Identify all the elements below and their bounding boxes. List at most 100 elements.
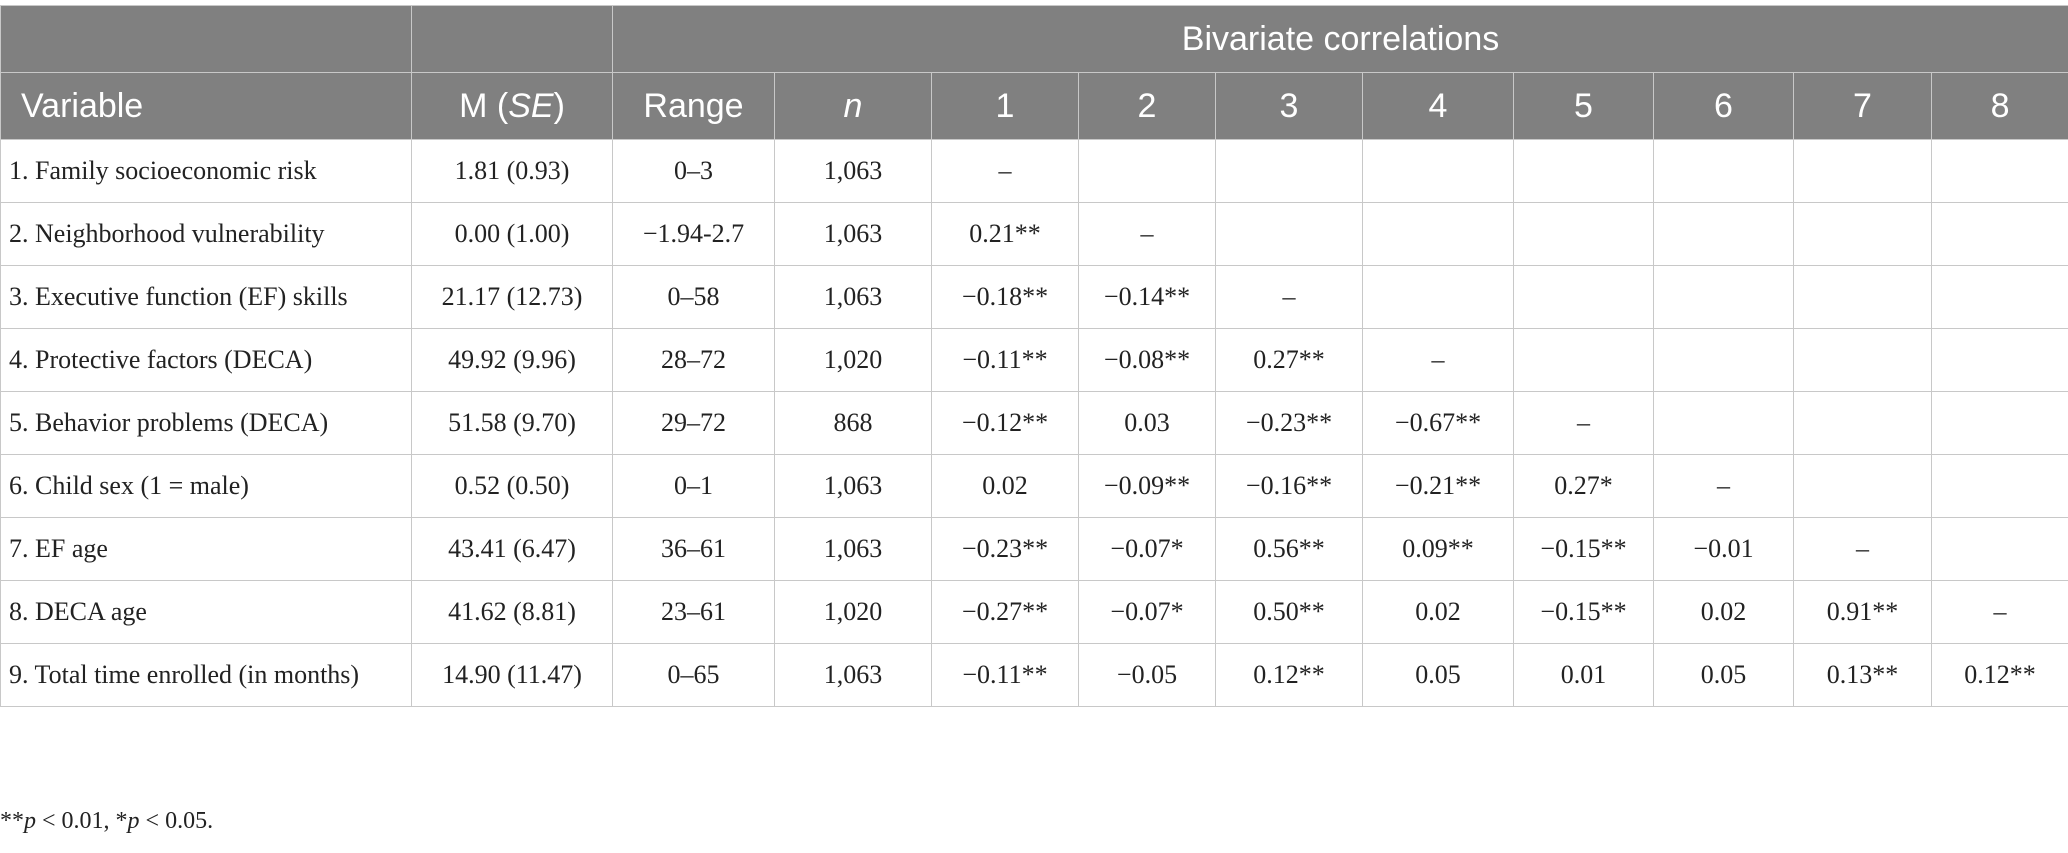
- correlation-cell: −0.27**: [931, 580, 1079, 644]
- cell: 29–72: [612, 391, 775, 455]
- correlation-cell: 0.05: [1653, 643, 1794, 707]
- correlation-cell: 0.56**: [1215, 517, 1363, 581]
- cell: 51.58 (9.70): [411, 391, 613, 455]
- empty-cell: [1930, 391, 2068, 455]
- cell: 23–61: [612, 580, 775, 644]
- correlation-cell: 0.05: [1362, 643, 1514, 707]
- cell: 1,020: [774, 580, 932, 644]
- header-text: ): [553, 86, 565, 125]
- empty-cell: [1930, 139, 2068, 203]
- table-row: 4. Protective factors (DECA) 49.92 (9.96)…: [0, 328, 2068, 392]
- cell: −1.94-2.7: [612, 202, 775, 266]
- cell: 0–3: [612, 139, 775, 203]
- correlation-cell: –: [1078, 202, 1216, 266]
- empty-cell: [1513, 139, 1654, 203]
- empty-cell: [1793, 391, 1932, 455]
- cell: 1,063: [774, 265, 932, 329]
- cell: 0–65: [612, 643, 775, 707]
- correlation-cell: –: [1653, 454, 1794, 518]
- cell: 49.92 (9.96): [411, 328, 613, 392]
- cell: 36–61: [612, 517, 775, 581]
- header-text: M (: [459, 86, 509, 125]
- empty-cell: [1513, 265, 1654, 329]
- correlation-cell: −0.09**: [1078, 454, 1216, 518]
- header-text: SE: [508, 86, 554, 125]
- variable-cell: 3. Executive function (EF) skills: [0, 265, 412, 329]
- empty-cell: [1078, 139, 1216, 203]
- variable-cell: 6. Child sex (1 = male): [0, 454, 412, 518]
- column-header: M (SE): [411, 72, 613, 140]
- correlation-cell: −0.23**: [1215, 391, 1363, 455]
- column-header: n: [774, 72, 932, 140]
- correlation-cell: −0.12**: [931, 391, 1079, 455]
- group-title: Bivariate correlations: [611, 5, 2068, 73]
- cell: 14.90 (11.47): [411, 643, 613, 707]
- empty-cell: [1653, 202, 1794, 266]
- footnote-text: < 0.05.: [139, 808, 214, 834]
- empty-cell: [1215, 202, 1363, 266]
- empty-cell: [1930, 517, 2068, 581]
- table-row: 6. Child sex (1 = male) 0.52 (0.50) 0–1 1,0…: [0, 454, 2068, 518]
- footnote-text: p: [127, 808, 140, 834]
- column-header: 4: [1362, 72, 1514, 140]
- empty-cell: [1793, 328, 1932, 392]
- cell: 868: [774, 391, 932, 455]
- footnote: **p < 0.01, *p < 0.05.: [0, 808, 213, 835]
- empty-cell: [1362, 265, 1514, 329]
- cell: 1,063: [774, 202, 932, 266]
- correlation-cell: 0.21**: [931, 202, 1079, 266]
- correlation-cell: 0.02: [1653, 580, 1794, 644]
- correlation-cell: –: [1930, 580, 2068, 644]
- footnote-text: p: [24, 808, 36, 834]
- column-header: 6: [1653, 72, 1794, 140]
- empty-cell: [1793, 139, 1932, 203]
- correlation-cell: −0.15**: [1513, 580, 1654, 644]
- correlation-cell: −0.11**: [931, 328, 1079, 392]
- header-text: n: [843, 86, 863, 125]
- cell: 0.00 (1.00): [411, 202, 613, 266]
- cell: 28–72: [612, 328, 775, 392]
- cell: 1.81 (0.93): [411, 139, 613, 203]
- empty-cell: [1215, 139, 1363, 203]
- table-row: 5. Behavior problems (DECA) 51.58 (9.70) 2…: [0, 391, 2068, 455]
- correlation-cell: –: [1362, 328, 1514, 392]
- empty-cell: [1930, 328, 2068, 392]
- table-row: 7. EF age 43.41 (6.47) 36–61 1,063 −0.23** −0…: [0, 517, 2068, 581]
- empty-cell: [1930, 454, 2068, 518]
- cell: 1,063: [774, 643, 932, 707]
- correlation-cell: −0.23**: [931, 517, 1079, 581]
- header-cell: [411, 5, 613, 73]
- variable-cell: 7. EF age: [0, 517, 412, 581]
- footnote-text: < 0.01, *: [36, 808, 128, 834]
- column-header: 1: [931, 72, 1079, 140]
- cell: 0.52 (0.50): [411, 454, 613, 518]
- variable-cell: 8. DECA age: [0, 580, 412, 644]
- correlation-cell: 0.27**: [1215, 328, 1363, 392]
- empty-cell: [1930, 202, 2068, 266]
- table: Bivariate correlations Variable M (SE) Rang…: [0, 5, 2068, 707]
- column-header: 7: [1793, 72, 1932, 140]
- column-header: 3: [1215, 72, 1363, 140]
- cell: 1,063: [774, 517, 932, 581]
- correlation-cell: 0.12**: [1215, 643, 1363, 707]
- correlation-cell: −0.01: [1653, 517, 1794, 581]
- correlation-cell: −0.15**: [1513, 517, 1654, 581]
- table-row: 1. Family socioeconomic risk 1.81 (0.93) 0…: [0, 139, 2068, 203]
- header-cell: [0, 5, 412, 73]
- column-header: Range: [612, 72, 775, 140]
- variable-cell: 9. Total time enrolled (in months): [0, 643, 412, 707]
- correlation-cell: –: [931, 139, 1079, 203]
- correlation-cell: −0.07*: [1078, 517, 1216, 581]
- correlation-cell: 0.50**: [1215, 580, 1363, 644]
- variable-cell: 5. Behavior problems (DECA): [0, 391, 412, 455]
- empty-cell: [1362, 202, 1514, 266]
- column-header: 8: [1930, 72, 2068, 140]
- correlation-cell: 0.03: [1078, 391, 1216, 455]
- correlation-cell: 0.91**: [1793, 580, 1932, 644]
- empty-cell: [1793, 202, 1932, 266]
- footnote-text: **: [0, 808, 24, 834]
- correlation-cell: −0.11**: [931, 643, 1079, 707]
- empty-cell: [1653, 391, 1794, 455]
- cell: 0–58: [612, 265, 775, 329]
- correlation-cell: −0.21**: [1362, 454, 1514, 518]
